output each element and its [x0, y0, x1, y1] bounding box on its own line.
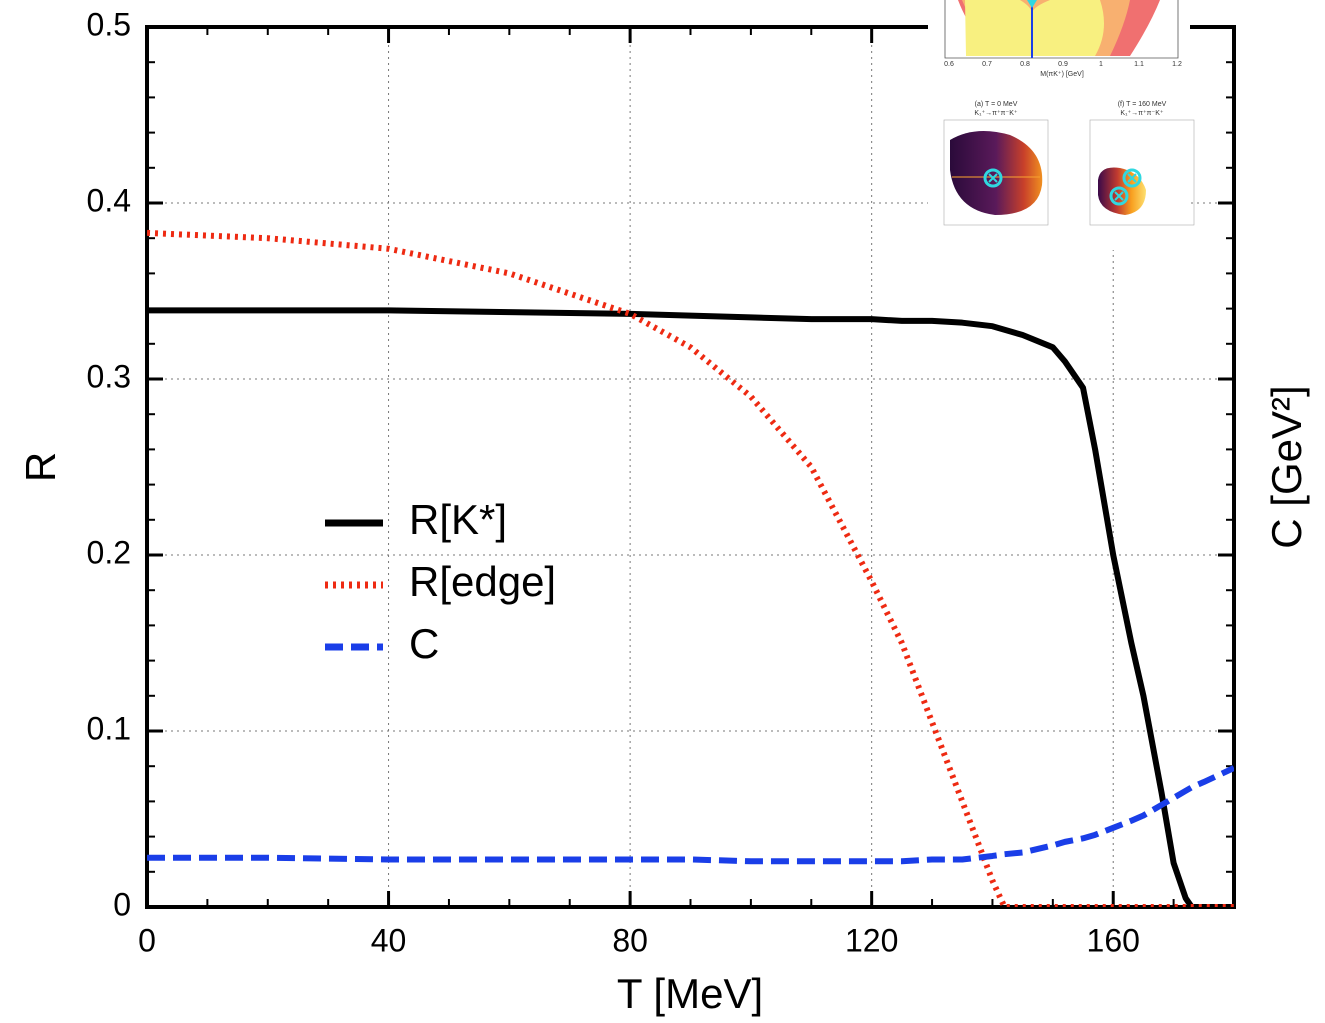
inset-tick-label: 0.9 [1058, 61, 1068, 68]
y-axis-label: R [17, 452, 64, 482]
inset-tick-label: 1.2 [1172, 61, 1182, 68]
inset-tick-label: 0.6 [944, 61, 954, 68]
inset-marker [1114, 191, 1124, 201]
inset-subtitle: K₁⁺→π⁺π⁻K⁺ [974, 110, 1017, 117]
x-tick-label: 160 [1087, 922, 1140, 958]
y2-axis-label: C [GeV²] [1263, 385, 1310, 548]
inset-marker [1109, 186, 1129, 206]
insets: M(πK⁺) [GeV] 0.6 0.7 0.8 0.9 1 1.1 1.2 (a) T = 0… [928, 0, 1195, 250]
inset-axis-label: M(πK⁺) [GeV] [1040, 71, 1084, 78]
y-tick-label: 0.5 [87, 6, 131, 42]
inset-band [965, 0, 1104, 56]
x-axis-label: T [MeV] [617, 970, 763, 1017]
y-tick-label: 0.1 [87, 710, 131, 746]
inset-marker [983, 168, 1003, 188]
inset-title: (a) T = 0 MeV [975, 101, 1018, 108]
inset-frame [943, 119, 1049, 226]
x-tick-label: 120 [845, 922, 898, 958]
inset-marker [1027, 0, 1037, 8]
heatmap-inset [943, 119, 1195, 226]
inset-subtitle: K₁⁺→π⁺π⁻K⁺ [1120, 110, 1163, 117]
inset-title: (f) T = 160 MeV [1118, 101, 1167, 108]
series-line [147, 765, 1234, 865]
series-line [147, 229, 1234, 907]
dalitz-region [950, 131, 1043, 215]
legend-label: C [409, 620, 439, 667]
inset-tick-label: 1.1 [1134, 61, 1144, 68]
legend: R[K*] R[edge] C [325, 496, 556, 667]
legend-label: R[K*] [409, 496, 507, 543]
inset-marker [1122, 168, 1142, 188]
x-tick-label: 40 [371, 922, 407, 958]
series-line [147, 307, 1234, 907]
y-tick-label: 0.3 [87, 358, 131, 394]
spectrum-inset [944, 0, 1179, 59]
x-tick-label: 0 [138, 922, 156, 958]
legend-label: R[edge] [409, 558, 556, 605]
inset-frame [944, 0, 1179, 59]
axes: 0 40 80 120 160 0 0.1 0.2 0.3 0.4 0.5 [87, 6, 1236, 958]
inset-tick-label: 1 [1099, 61, 1103, 68]
x-tick-label: 80 [612, 922, 648, 958]
inset-tick-label: 0.7 [982, 61, 992, 68]
y-tick-label: 0 [113, 886, 131, 922]
y-tick-label: 0.2 [87, 534, 131, 570]
inset-marker [1127, 173, 1137, 183]
lines [147, 229, 1234, 907]
inset-marker [988, 173, 998, 183]
plot-frame [145, 25, 1236, 909]
y-tick-label: 0.4 [87, 182, 131, 218]
inset-tick-label: 0.8 [1020, 61, 1030, 68]
inset-frame [1089, 119, 1195, 226]
